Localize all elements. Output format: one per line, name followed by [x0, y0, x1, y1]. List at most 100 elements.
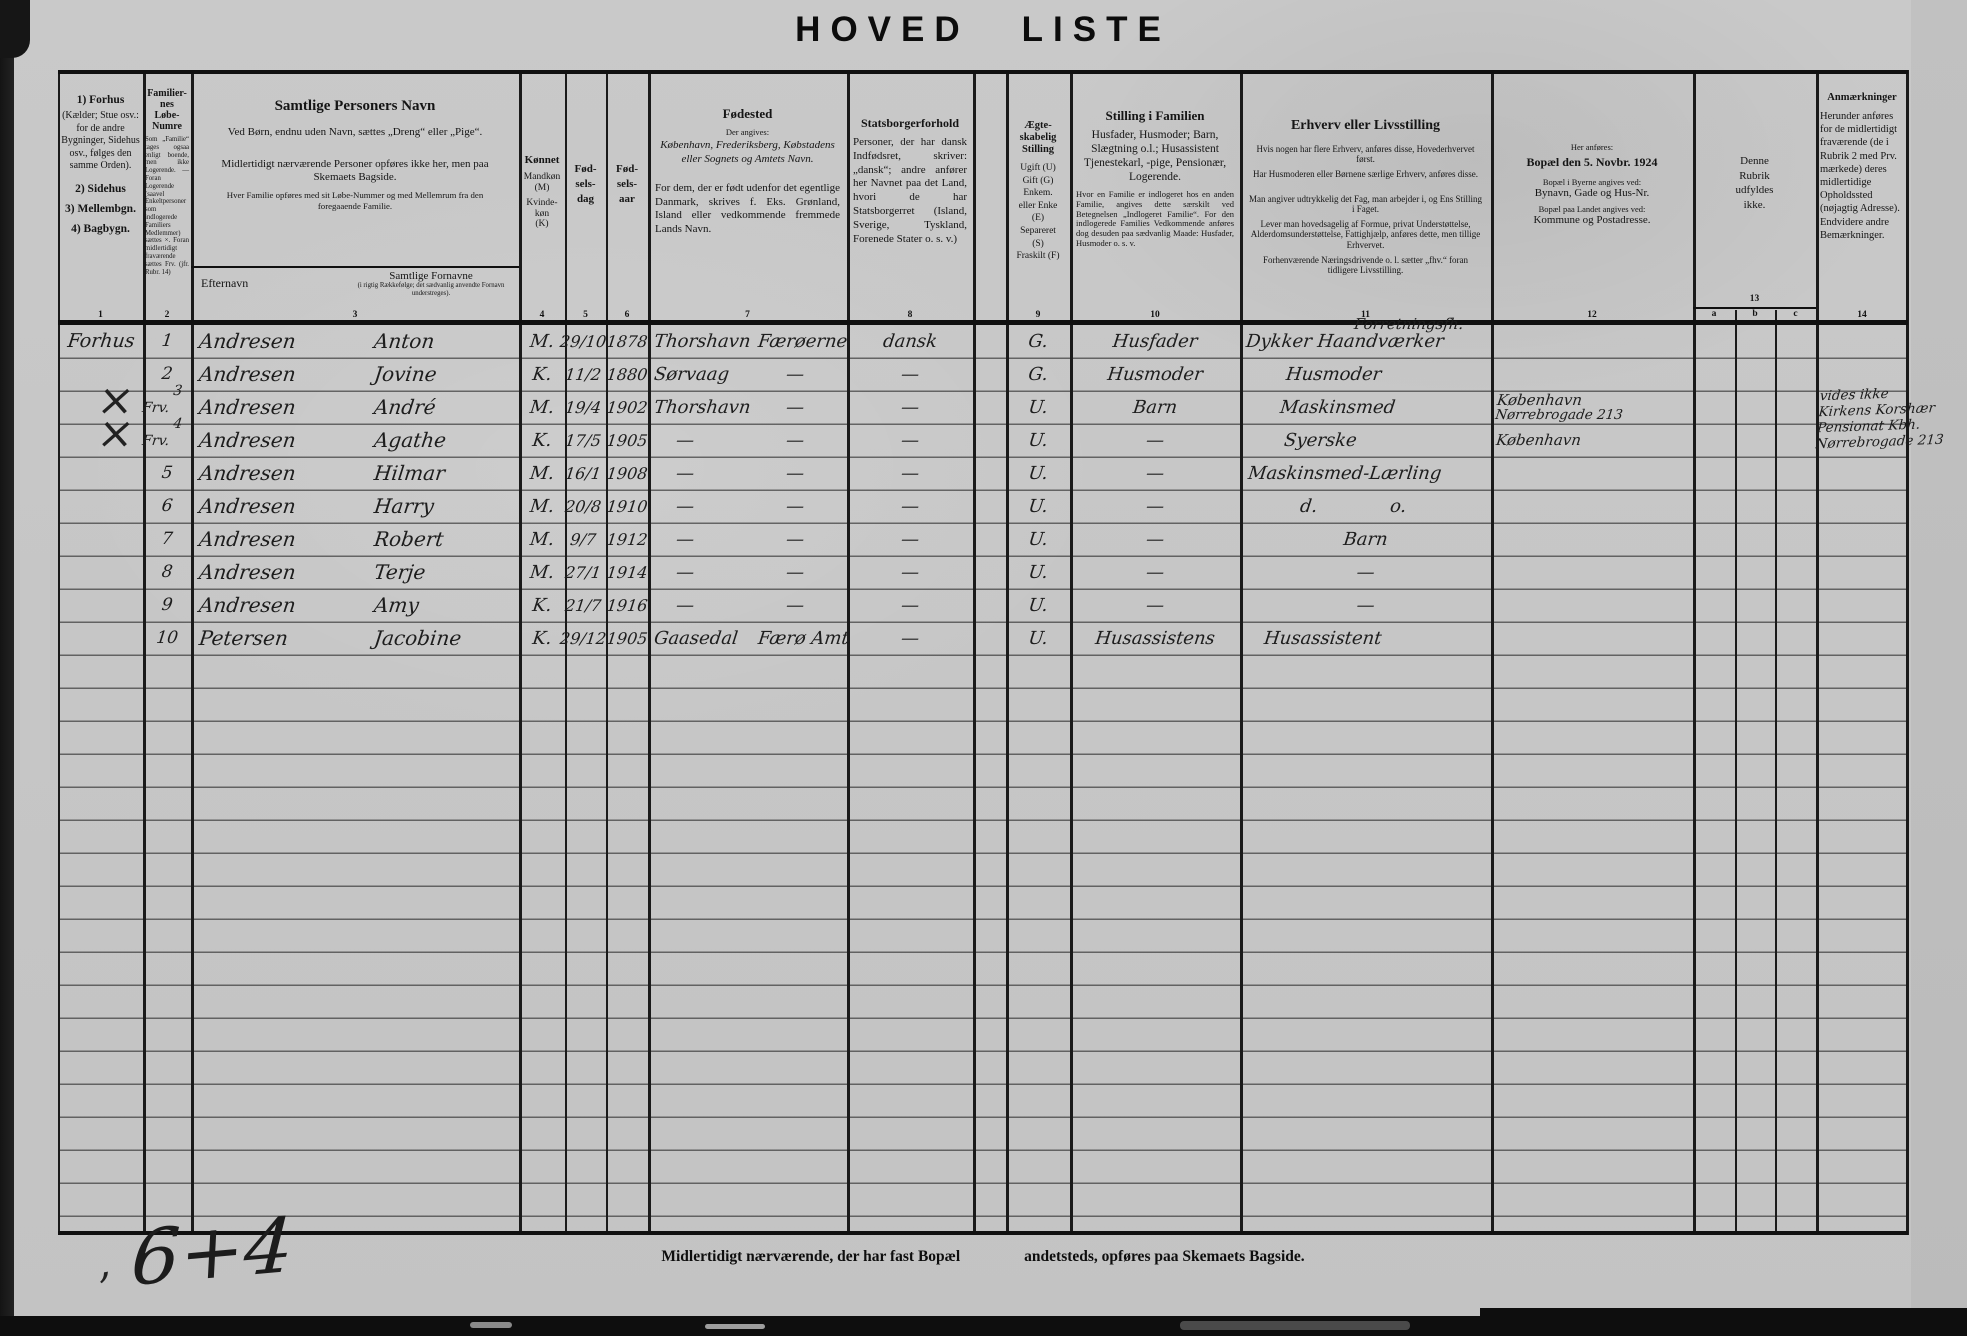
first-names: Harry — [372, 494, 436, 518]
family-position: — — [1144, 496, 1166, 517]
footer-instruction: Midlertidigt nærværende, der har fast Bo… — [58, 1248, 1908, 1266]
birthplace: Sørvaag — [652, 364, 731, 385]
header-fornavne-label: Samtlige Fornavne (i rigtig Rækkefølge; … — [343, 270, 519, 297]
lodger-x-mark: × — [94, 408, 138, 459]
header-col13b-num: b — [1752, 309, 1758, 319]
header-bopael-l1: Bynavn, Gade og Hus-Nr. — [1534, 187, 1650, 199]
birthplace-county: — — [784, 364, 806, 385]
header-koennet-title: Kønnet — [524, 154, 560, 166]
surname: Andresen — [197, 527, 298, 551]
colnum-4: 4 — [539, 310, 545, 320]
birth-year: 1880 — [605, 365, 649, 384]
citizenship: — — [899, 364, 921, 385]
first-names: André — [372, 395, 438, 419]
header-foedested-s3: For dem, der er født udenfor det egentli… — [655, 182, 840, 235]
family-position: Husfader — [1111, 331, 1199, 352]
surname: Andresen — [197, 362, 298, 386]
first-names: Agathe — [372, 428, 448, 452]
birth-year: 1905 — [605, 431, 649, 450]
birthplace-county: — — [784, 562, 806, 583]
birthplace: — — [674, 463, 696, 484]
marital-status: G. — [1027, 331, 1050, 352]
citizenship: — — [899, 496, 921, 517]
colnum-12: 12 — [1587, 310, 1597, 320]
citizenship: — — [899, 529, 921, 550]
marital-status: U. — [1027, 595, 1050, 616]
row-number: 8 — [160, 562, 174, 582]
citizenship: — — [899, 463, 921, 484]
marital-status: U. — [1027, 430, 1050, 451]
header-kvindekoen: Kvinde- køn (K) — [526, 198, 558, 229]
header-erhverv-p2: Har Husmoderen eller Børnene særlige Erh… — [1252, 169, 1479, 179]
birth-year: 1914 — [605, 563, 649, 582]
residence-city: København — [1495, 431, 1583, 449]
header-fornavne-title: Samtlige Fornavne — [389, 270, 473, 282]
occupation: Barn — [1342, 529, 1389, 550]
header-erhverv-p1: Hvis nogen har flere Erhverv, anføres di… — [1256, 144, 1475, 165]
surname: Andresen — [197, 494, 298, 518]
header-efternavn-label: Efternavn — [201, 276, 249, 290]
family-position: — — [1144, 430, 1166, 451]
first-names: Jacobine — [372, 626, 463, 650]
header-statsborger-title: Statsborgerforhold — [861, 116, 959, 130]
table-row: × Frv. 3 Andresen André M. 19/4 1902 Tho… — [58, 375, 1908, 426]
colnum-10: 10 — [1150, 310, 1160, 320]
colnum-8: 8 — [907, 310, 913, 320]
colnum-14: 14 — [1857, 310, 1867, 320]
marital-status: U. — [1027, 628, 1050, 649]
occupation: Husassistent — [1262, 628, 1383, 649]
header-foedselsdag: Fød- sels- dag — [574, 163, 597, 205]
birth-day: 19/4 — [563, 398, 603, 417]
family-position: Husassistens — [1094, 628, 1217, 649]
birthplace: Thorshavn — [652, 397, 752, 418]
colnum-1: 1 — [98, 310, 103, 320]
header-forhus: 1) Forhus — [76, 94, 125, 106]
row-number: 6 — [160, 496, 174, 516]
header-col13a-num: a — [1711, 309, 1717, 319]
page-title: HOVED LISTE — [58, 10, 1908, 50]
header-erhverv-p5: Forhenværende Næringsdrivende o. l. sætt… — [1262, 255, 1469, 276]
birth-day: 9/7 — [569, 530, 598, 549]
family-position: — — [1144, 529, 1166, 550]
family-position: — — [1144, 595, 1166, 616]
header-rubrik13-num: 13 — [1749, 294, 1760, 304]
first-names: Hilmar — [372, 461, 447, 485]
first-names: Anton — [372, 329, 436, 353]
occupation: Maskinsmed-Lærling — [1246, 463, 1443, 484]
birth-year: 1905 — [605, 629, 649, 648]
birthplace-county: — — [784, 397, 806, 418]
birth-day: 29/12 — [558, 629, 608, 648]
occupation: — — [1355, 595, 1376, 616]
footer-part-1: Midlertidigt nærværende, der har fast Bo… — [661, 1248, 961, 1265]
table-row: 2 Andresen Jovine K. 11/2 1880 Sørvaag —… — [58, 359, 1908, 392]
marital-status: U. — [1027, 463, 1050, 484]
family-position: Husmoder — [1106, 364, 1205, 385]
header-foedested-s1: Der angives: — [725, 127, 770, 137]
family-position: — — [1144, 562, 1166, 583]
header-stilling-title: Stilling i Familien — [1105, 108, 1205, 123]
colnum-7: 7 — [745, 310, 750, 320]
title-word-2: LISTE — [1021, 10, 1171, 49]
header-forhus-note: (Kælder; Stue osv.: for de andre Bygning… — [61, 110, 140, 171]
header-rubrik13-body: Denne Rubrik udfyldes ikke. — [1735, 155, 1774, 211]
birthplace-county: — — [784, 463, 806, 484]
scan-band-smudge — [705, 1324, 765, 1329]
table-row: × Frv. 4 Andresen Agathe K. 17/5 1905 — … — [58, 408, 1908, 459]
row-number: 5 — [160, 463, 174, 483]
building-label: Forhus — [66, 330, 136, 352]
citizenship: dansk — [881, 331, 939, 352]
header-bagbygn: 4) Bagbygn. — [71, 222, 130, 235]
footer-part-2: andetsteds, opføres paa Skemaets Bagside… — [1024, 1248, 1305, 1265]
header-bopael-s3: Bopæl paa Landet angives ved: — [1538, 204, 1646, 214]
scan-band-smudge — [1180, 1321, 1410, 1330]
birth-day: 16/1 — [563, 464, 603, 483]
birthplace-county: Færøerne — [756, 331, 849, 352]
scan-bottom-band-right — [1480, 1308, 1967, 1336]
colnum-3: 3 — [352, 310, 358, 320]
header-loebenumre-title: Familier- nes Løbe- Numre — [147, 88, 187, 132]
colnum-9: 9 — [1035, 310, 1041, 320]
birthplace: — — [674, 529, 696, 550]
scan-band-smudge — [470, 1322, 512, 1328]
row-number: 1 — [160, 331, 174, 351]
marital-status: U. — [1027, 397, 1050, 418]
